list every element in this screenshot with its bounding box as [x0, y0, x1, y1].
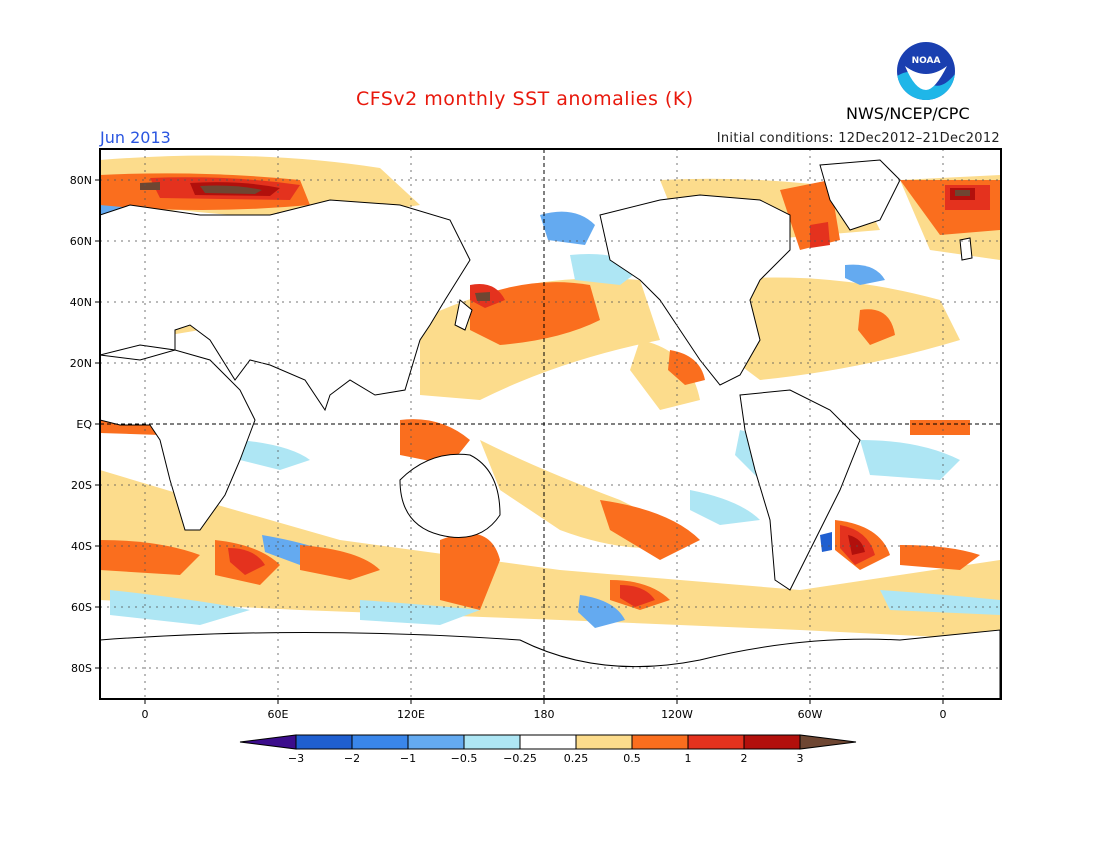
lat-tick-label: 40S	[71, 540, 92, 553]
lat-tick-label: 20S	[71, 479, 92, 492]
lon-tick-label: 0	[142, 708, 149, 721]
lon-tick-label: 60E	[268, 708, 289, 721]
color-bar-segment	[519, 734, 577, 750]
color-bar-low-arrow	[239, 734, 297, 750]
lon-tick-label: 180	[534, 708, 555, 721]
color-bar-tick-label: 0.25	[564, 752, 589, 765]
lat-tick-label: EQ	[76, 418, 92, 431]
color-bar-tick-label: −2	[344, 752, 360, 765]
forecast-month-label: Jun 2013	[100, 128, 171, 147]
color-bar-tick-label: 2	[741, 752, 748, 765]
lat-tick-label: 80N	[70, 174, 92, 187]
color-bar-segment	[295, 734, 353, 750]
color-bar-segment	[407, 734, 465, 750]
color-bar-tick-label: −3	[288, 752, 304, 765]
noaa-logo: NOAA	[897, 42, 955, 100]
color-bar-segment	[351, 734, 409, 750]
color-bar-tick-label: −1	[400, 752, 416, 765]
color-bar-segment	[687, 734, 745, 750]
svg-text:NOAA: NOAA	[912, 56, 941, 66]
color-bar-tick-label: 3	[797, 752, 804, 765]
color-bar-tick-label: 0.5	[623, 752, 641, 765]
color-bar-tick-label: 1	[685, 752, 692, 765]
lat-tick-label: 80S	[71, 662, 92, 675]
organization-label: NWS/NCEP/CPC	[846, 104, 970, 123]
map-title: CFSv2 monthly SST anomalies (K)	[356, 88, 694, 110]
lon-tick-label: 120W	[661, 708, 693, 721]
lon-tick-label: 120E	[397, 708, 425, 721]
lon-tick-label: 60W	[798, 708, 823, 721]
color-bar-segment	[463, 734, 521, 750]
anomaly-field	[100, 149, 1001, 699]
color-bar-segment	[631, 734, 689, 750]
lat-tick-label: 20N	[70, 357, 92, 370]
color-bar-segment	[575, 734, 633, 750]
color-bar-segments	[239, 734, 857, 750]
color-bar-labels: −3 −2 −1 −0.5 −0.25 0.25 0.5 1 2 3	[288, 752, 804, 765]
lat-tick-label: 60S	[71, 601, 92, 614]
color-bar-high-arrow	[799, 734, 857, 750]
color-bar-tick-label: −0.5	[451, 752, 478, 765]
color-bar-tick-label: −0.25	[503, 752, 537, 765]
color-bar-segment	[743, 734, 801, 750]
lat-tick-label: 60N	[70, 235, 92, 248]
lon-tick-label: 0	[940, 708, 947, 721]
lat-tick-label: 40N	[70, 296, 92, 309]
initial-conditions-label: Initial conditions: 12Dec2012–21Dec2012	[716, 131, 1000, 146]
